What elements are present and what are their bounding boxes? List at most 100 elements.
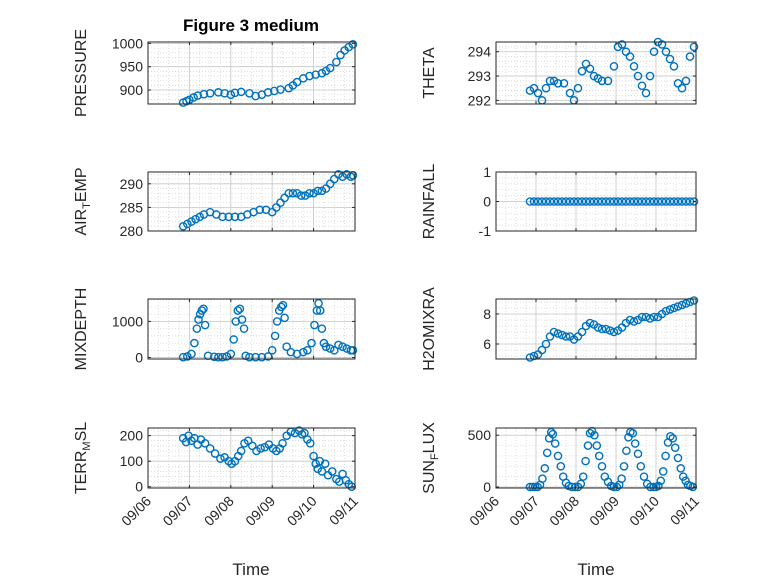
data-point xyxy=(187,217,196,226)
data-point xyxy=(348,40,358,49)
data-point xyxy=(334,340,343,350)
data-point xyxy=(317,467,327,476)
data-point xyxy=(321,342,331,352)
data-point xyxy=(235,304,245,314)
data-point xyxy=(348,346,358,355)
data-point xyxy=(545,197,555,206)
data-point xyxy=(280,313,289,323)
data-point xyxy=(310,320,319,330)
data-point xyxy=(677,300,687,310)
data-point xyxy=(597,197,607,206)
data-point xyxy=(565,197,575,206)
data-point xyxy=(593,197,603,206)
subplot-theta: 292 293 294 THETA xyxy=(421,37,699,108)
data-point xyxy=(605,326,615,335)
y-tick-label: 900 xyxy=(120,82,144,98)
data-point xyxy=(263,88,273,97)
data-point xyxy=(673,302,683,311)
subplot-h2omixra: 6 8 H2OMIXRA xyxy=(421,287,699,371)
data-point xyxy=(656,476,666,486)
data-point xyxy=(576,479,586,489)
y-axis-label: PRESSURE xyxy=(73,29,90,117)
data-point xyxy=(276,85,285,94)
data-point xyxy=(670,443,680,452)
data-point xyxy=(267,346,277,355)
data-point xyxy=(657,40,667,49)
data-point xyxy=(661,47,671,57)
data-point xyxy=(629,197,639,206)
data-point xyxy=(533,88,543,98)
data-point xyxy=(178,221,188,231)
data-point xyxy=(629,317,639,326)
data-point xyxy=(553,329,563,338)
data-point xyxy=(187,349,196,359)
data-point xyxy=(609,197,619,206)
subplot-pressure: 900 950 1000 PRESSURE xyxy=(73,29,358,117)
data-point xyxy=(657,197,667,206)
data-point xyxy=(689,296,699,305)
data-point xyxy=(665,197,675,206)
data-point xyxy=(669,303,679,313)
data-point xyxy=(673,453,683,463)
y-axis-label: TERRMSL xyxy=(73,422,93,494)
minor-grid xyxy=(147,428,356,488)
data-point xyxy=(649,47,659,57)
data-point xyxy=(666,431,675,441)
data-point xyxy=(251,352,260,362)
axes-box xyxy=(495,41,697,105)
data-point xyxy=(641,88,651,98)
data-point xyxy=(630,439,640,448)
data-point xyxy=(525,197,535,206)
data-point xyxy=(649,197,659,206)
data-point xyxy=(654,481,663,491)
data-point xyxy=(689,42,699,52)
data-point xyxy=(625,315,635,325)
data-point xyxy=(557,197,567,206)
axes-box xyxy=(147,171,356,232)
y-tick-label: 6 xyxy=(483,336,491,352)
data-point xyxy=(194,315,203,324)
data-point xyxy=(681,76,691,86)
data-point xyxy=(590,430,599,440)
data-point xyxy=(649,482,658,492)
data-point xyxy=(243,436,253,446)
y-tick-label: 200 xyxy=(120,428,144,444)
data-point xyxy=(263,352,273,361)
y-tick-label: 0 xyxy=(483,194,491,210)
x-axis-label: Time xyxy=(577,560,614,579)
data-point xyxy=(342,170,352,179)
data-point xyxy=(191,214,200,224)
data-point xyxy=(549,197,559,206)
axes-box xyxy=(495,427,697,489)
data-point xyxy=(245,352,254,362)
data-point xyxy=(327,467,337,476)
x-axis-label: Time xyxy=(232,560,269,579)
data-point xyxy=(633,197,643,206)
data-point xyxy=(270,331,280,341)
data-point xyxy=(621,197,631,206)
data-point xyxy=(199,89,209,99)
axes-box xyxy=(495,298,697,360)
data-point xyxy=(653,197,663,206)
y-axis-label: MIXDEPTH xyxy=(73,288,90,371)
data-point xyxy=(573,197,583,206)
data-point xyxy=(288,188,298,198)
data-point xyxy=(617,474,626,483)
data-point xyxy=(625,52,635,61)
data-point xyxy=(613,197,623,206)
data-point xyxy=(583,441,593,450)
data-point xyxy=(685,52,695,61)
data-point xyxy=(629,62,639,71)
data-point xyxy=(236,87,246,97)
data-point xyxy=(681,197,691,206)
y-tick-label: 950 xyxy=(120,59,144,75)
axes-box xyxy=(147,41,356,105)
data-point xyxy=(209,352,219,362)
data-point xyxy=(668,434,678,443)
data-point xyxy=(338,342,347,352)
data-point xyxy=(329,346,339,355)
data-point xyxy=(338,469,347,479)
data-point xyxy=(548,429,558,439)
data-point xyxy=(313,186,323,196)
